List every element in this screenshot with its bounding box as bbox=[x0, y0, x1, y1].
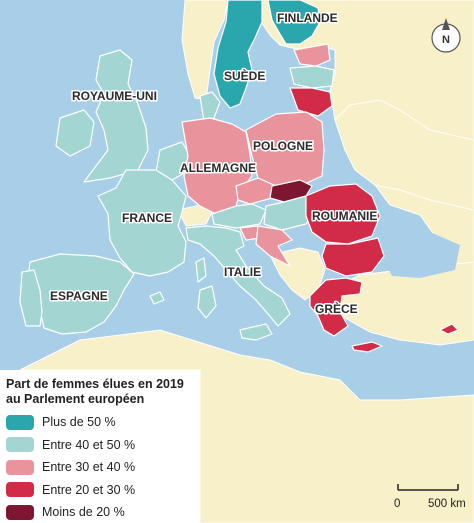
legend-title: Part de femmes élues en 2019 au Parlemen… bbox=[6, 377, 200, 407]
legend-label: Entre 20 et 30 % bbox=[42, 482, 136, 497]
north-letter: N bbox=[442, 34, 450, 46]
label-poland: POLOGNE bbox=[253, 139, 313, 153]
label-spain: ESPAGNE bbox=[50, 289, 108, 303]
legend-item: Moins de 20 % bbox=[6, 501, 200, 523]
legend-label: Plus de 50 % bbox=[42, 415, 116, 430]
label-romania: ROUMANIE bbox=[312, 209, 377, 223]
legend-label: Moins de 20 % bbox=[42, 505, 125, 520]
legend-item: Entre 20 et 30 % bbox=[6, 479, 200, 502]
country-lithuania bbox=[289, 87, 333, 117]
scale-zero: 0 bbox=[394, 498, 400, 510]
scale-bar: 0 500 km bbox=[394, 484, 466, 510]
legend-items: Plus de 50 % Entre 40 et 50 % Entre 30 e… bbox=[0, 411, 200, 523]
country-austria bbox=[211, 203, 267, 229]
legend-item: Plus de 50 % bbox=[6, 411, 200, 434]
legend-label: Entre 30 et 40 % bbox=[42, 460, 136, 475]
label-france: FRANCE bbox=[122, 211, 172, 225]
legend-title-line1: Part de femmes élues en 2019 bbox=[6, 377, 184, 391]
label-germany: ALLEMAGNE bbox=[180, 161, 256, 175]
country-ireland bbox=[55, 109, 95, 157]
country-italy bbox=[185, 225, 291, 327]
country-labels: FINLANDE SUÈDE ROYAUME-UNI POLOGNE ALLEM… bbox=[49, 10, 379, 318]
island-crete bbox=[351, 341, 383, 353]
label-united-kingdom: ROYAUME-UNI bbox=[72, 89, 157, 103]
country-france bbox=[97, 169, 187, 277]
country-sweden bbox=[213, 0, 263, 109]
legend-swatch bbox=[6, 437, 34, 453]
country-denmark bbox=[199, 91, 221, 123]
legend-label: Entre 40 et 50 % bbox=[42, 437, 136, 452]
country-cyprus bbox=[439, 323, 459, 335]
country-finland bbox=[267, 0, 321, 45]
legend: Part de femmes élues en 2019 au Parlemen… bbox=[0, 370, 200, 523]
island-sicily bbox=[239, 323, 273, 341]
country-portugal bbox=[19, 269, 43, 327]
legend-item: Entre 40 et 50 % bbox=[6, 434, 200, 457]
country-romania bbox=[305, 183, 381, 245]
country-greece bbox=[309, 277, 363, 337]
label-greece: GRÈCE bbox=[315, 301, 358, 316]
legend-swatch bbox=[6, 459, 34, 475]
country-latvia bbox=[289, 65, 335, 89]
island-sardinia bbox=[197, 285, 217, 319]
label-italy: ITALIE bbox=[224, 265, 261, 279]
country-estonia bbox=[293, 43, 331, 67]
label-sweden: SUÈDE bbox=[224, 68, 265, 83]
label-finland: FINLANDE bbox=[277, 11, 338, 25]
legend-title-line2: au Parlement européen bbox=[6, 392, 145, 406]
country-united-kingdom bbox=[83, 49, 149, 183]
non-eu-land bbox=[19, 0, 474, 523]
legend-swatch bbox=[6, 414, 34, 430]
black-sea bbox=[378, 232, 460, 278]
scale-distance: 500 km bbox=[428, 498, 466, 510]
island-baleares bbox=[149, 291, 165, 305]
country-croatia bbox=[255, 225, 293, 267]
legend-swatch bbox=[6, 482, 34, 498]
legend-item: Entre 30 et 40 % bbox=[6, 456, 200, 479]
island-corsica bbox=[195, 257, 207, 283]
legend-swatch bbox=[6, 504, 34, 520]
country-poland bbox=[245, 111, 325, 187]
country-bulgaria bbox=[321, 237, 385, 277]
north-arrow-icon: N bbox=[431, 18, 461, 53]
